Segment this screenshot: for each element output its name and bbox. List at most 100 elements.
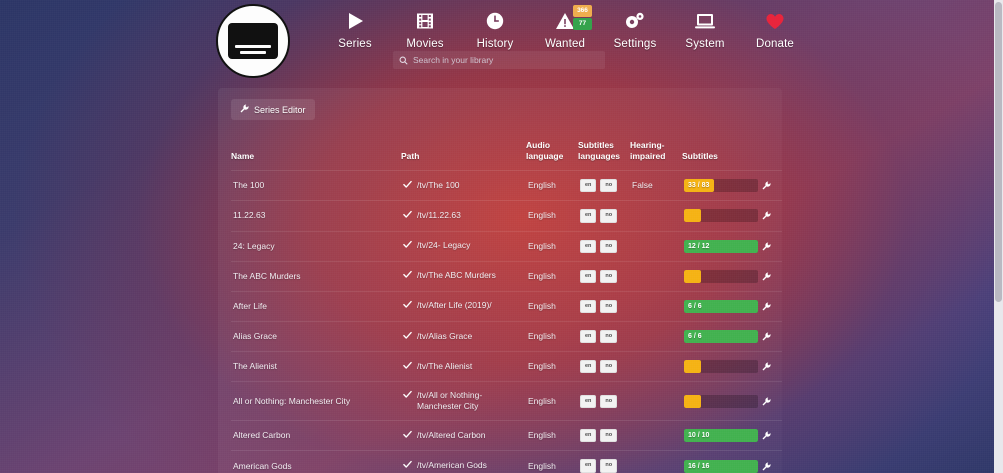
col-header-name[interactable]: Name: [231, 150, 255, 161]
cell-name: The Alienist: [231, 351, 401, 382]
col-header-subtitles-languages[interactable]: Subtitles languages: [578, 140, 621, 161]
nav-item-donate[interactable]: Donate: [740, 8, 810, 50]
language-badge: en: [580, 299, 597, 313]
series-title: American Gods: [233, 460, 292, 471]
cell-path: /tv/11.22.63: [401, 200, 526, 232]
audio-language-value: English: [528, 395, 556, 406]
nav-item-movies[interactable]: Movies: [390, 8, 460, 50]
language-badge: no: [600, 239, 618, 253]
series-path: /tv/24- Legacy: [417, 240, 471, 251]
cell-hearing-impaired: [630, 290, 682, 322]
cell-subtitles-languages: en no: [578, 200, 630, 232]
row-edit-button[interactable]: [762, 302, 771, 311]
series-path: /tv/After Life (2019)/: [417, 300, 492, 311]
cell-hearing-impaired: [630, 381, 682, 421]
nav-item-system[interactable]: System: [670, 8, 740, 50]
cell-actions: [760, 420, 782, 451]
table-row[interactable]: Altered Carbon/tv/Altered Carbon English e…: [231, 420, 782, 451]
cell-name: Altered Carbon: [231, 420, 401, 451]
nav-label-series: Series: [338, 38, 372, 50]
series-title: All or Nothing: Manchester City: [233, 395, 351, 406]
search-bar[interactable]: [393, 51, 605, 69]
col-header-path[interactable]: Path: [401, 150, 420, 161]
table-body: The 100/tv/The 100 English en no False 33 / 8…: [231, 170, 782, 473]
language-badge: en: [580, 239, 597, 253]
series-title: 11.22.63: [233, 210, 266, 221]
cell-hearing-impaired: [630, 320, 682, 352]
series-path: /tv/American Gods: [417, 460, 487, 471]
col-header-subtitles[interactable]: Subtitles: [682, 150, 718, 161]
row-edit-button[interactable]: [762, 242, 771, 251]
row-edit-button[interactable]: [762, 431, 771, 440]
nav-item-series[interactable]: Series: [320, 8, 390, 50]
row-edit-button[interactable]: [762, 362, 771, 371]
warning-icon: [555, 8, 575, 34]
cell-audio-language: English: [526, 200, 578, 232]
cell-subtitles-languages: en no: [578, 351, 630, 382]
table-row[interactable]: Alias Grace/tv/Alias Grace English en no 6 /…: [231, 320, 782, 352]
subtitles-progress: 10 / 10: [684, 429, 758, 443]
cell-name: The ABC Murders: [231, 260, 401, 292]
nav-item-wanted[interactable]: 366 77 Wanted: [530, 5, 600, 50]
check-icon: [403, 270, 412, 282]
cell-hearing-impaired: False: [630, 170, 682, 201]
language-badge: en: [580, 329, 597, 344]
cell-name: American Gods: [231, 450, 401, 473]
cell-actions: [760, 170, 782, 201]
cell-hearing-impaired: [630, 450, 682, 473]
table-row[interactable]: The ABC Murders/tv/The ABC Murders Englis…: [231, 260, 782, 292]
series-editor-button[interactable]: Series Editor: [231, 99, 315, 120]
check-icon: [403, 300, 412, 312]
series-path: /tv/All or Nothing- Manchester City: [417, 390, 483, 412]
cell-actions: [760, 200, 782, 232]
page-scrollbar-thumb[interactable]: [995, 2, 1002, 302]
row-edit-button[interactable]: [762, 397, 771, 406]
table-row[interactable]: The Alienist/tv/The Alienist English en no: [231, 351, 782, 382]
table-row[interactable]: American Gods/tv/American Gods English en n…: [231, 450, 782, 473]
table-row[interactable]: 24: Legacy/tv/24- Legacy English en no 12 / …: [231, 230, 782, 262]
cell-actions: [760, 320, 782, 352]
language-badge: no: [600, 269, 618, 283]
nav-label-system: System: [685, 38, 725, 50]
col-header-hearing-impaired[interactable]: Hearing-impaired: [630, 140, 666, 161]
cell-actions: [760, 230, 782, 262]
check-icon: [403, 460, 412, 472]
col-header-audio-language[interactable]: Audio language: [526, 140, 564, 161]
table-row[interactable]: The 100/tv/The 100 English en no False 33 / 8…: [231, 170, 782, 201]
series-editor-label: Series Editor: [254, 104, 306, 115]
cell-hearing-impaired: [630, 260, 682, 292]
cell-subtitles: 6 / 6: [682, 320, 760, 352]
cell-path: /tv/The Alienist: [401, 351, 526, 382]
table-row[interactable]: 11.22.63/tv/11.22.63 English en no: [231, 200, 782, 232]
table-row[interactable]: After Life/tv/After Life (2019)/ English e…: [231, 290, 782, 322]
cell-subtitles-languages: en no: [578, 230, 630, 262]
audio-language-value: English: [528, 210, 556, 221]
row-edit-button[interactable]: [762, 272, 771, 281]
page-scrollbar[interactable]: [994, 0, 1003, 473]
row-edit-button[interactable]: [762, 332, 771, 341]
series-path: /tv/The Alienist: [417, 360, 473, 371]
cell-subtitles-languages: en no: [578, 450, 630, 473]
language-badge: no: [600, 394, 618, 408]
row-edit-button[interactable]: [762, 462, 771, 471]
search-input[interactable]: [413, 55, 599, 65]
nav-label-donate: Donate: [756, 38, 794, 50]
cell-hearing-impaired: [630, 230, 682, 262]
cell-hearing-impaired: [630, 351, 682, 382]
nav-item-history[interactable]: History: [460, 8, 530, 50]
series-title: The Alienist: [233, 361, 277, 372]
bazarr-logo[interactable]: [216, 4, 290, 78]
row-edit-button[interactable]: [762, 211, 771, 220]
cell-name: The 100: [231, 170, 401, 201]
table-row[interactable]: All or Nothing: Manchester City/tv/All o…: [231, 381, 782, 421]
series-title: After Life: [233, 300, 268, 311]
main-nav: Series Movies: [320, 5, 810, 50]
cell-audio-language: English: [526, 381, 578, 421]
cell-actions: [760, 260, 782, 292]
series-path: /tv/The ABC Murders: [417, 270, 496, 281]
row-edit-button[interactable]: [762, 181, 771, 190]
cell-hearing-impaired: [630, 200, 682, 232]
nav-item-settings[interactable]: Settings: [600, 8, 670, 50]
cell-name: After Life: [231, 290, 401, 322]
col-header-actions: [760, 140, 782, 171]
